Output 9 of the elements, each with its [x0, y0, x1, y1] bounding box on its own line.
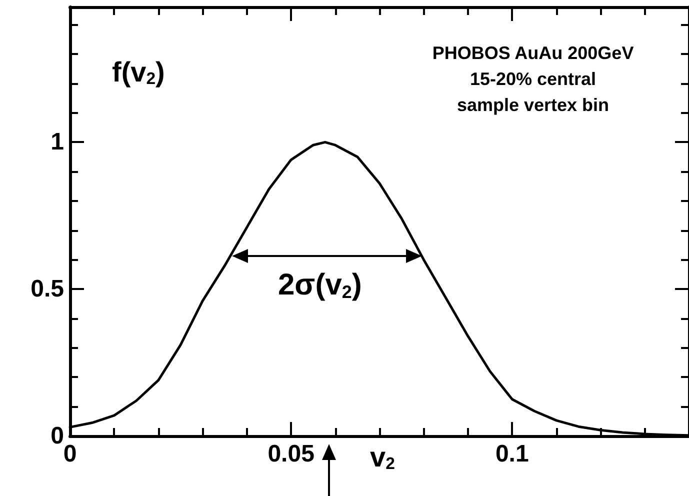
annotation: PHOBOS AuAu 200GeV 15-20% central sample vertex bin	[432, 43, 634, 115]
x-tick-label: 0.05	[268, 440, 314, 468]
y-tick-label: 0.5	[30, 276, 64, 303]
x-axis-title: v2	[370, 442, 395, 473]
y-tick-label: 0	[50, 422, 64, 450]
x-tick-label: 0.1	[495, 440, 529, 468]
annotation: 2σ(v2)	[278, 268, 362, 302]
y-tick-label: 1	[50, 128, 64, 156]
y-axis-title: f(v2)	[112, 56, 165, 88]
